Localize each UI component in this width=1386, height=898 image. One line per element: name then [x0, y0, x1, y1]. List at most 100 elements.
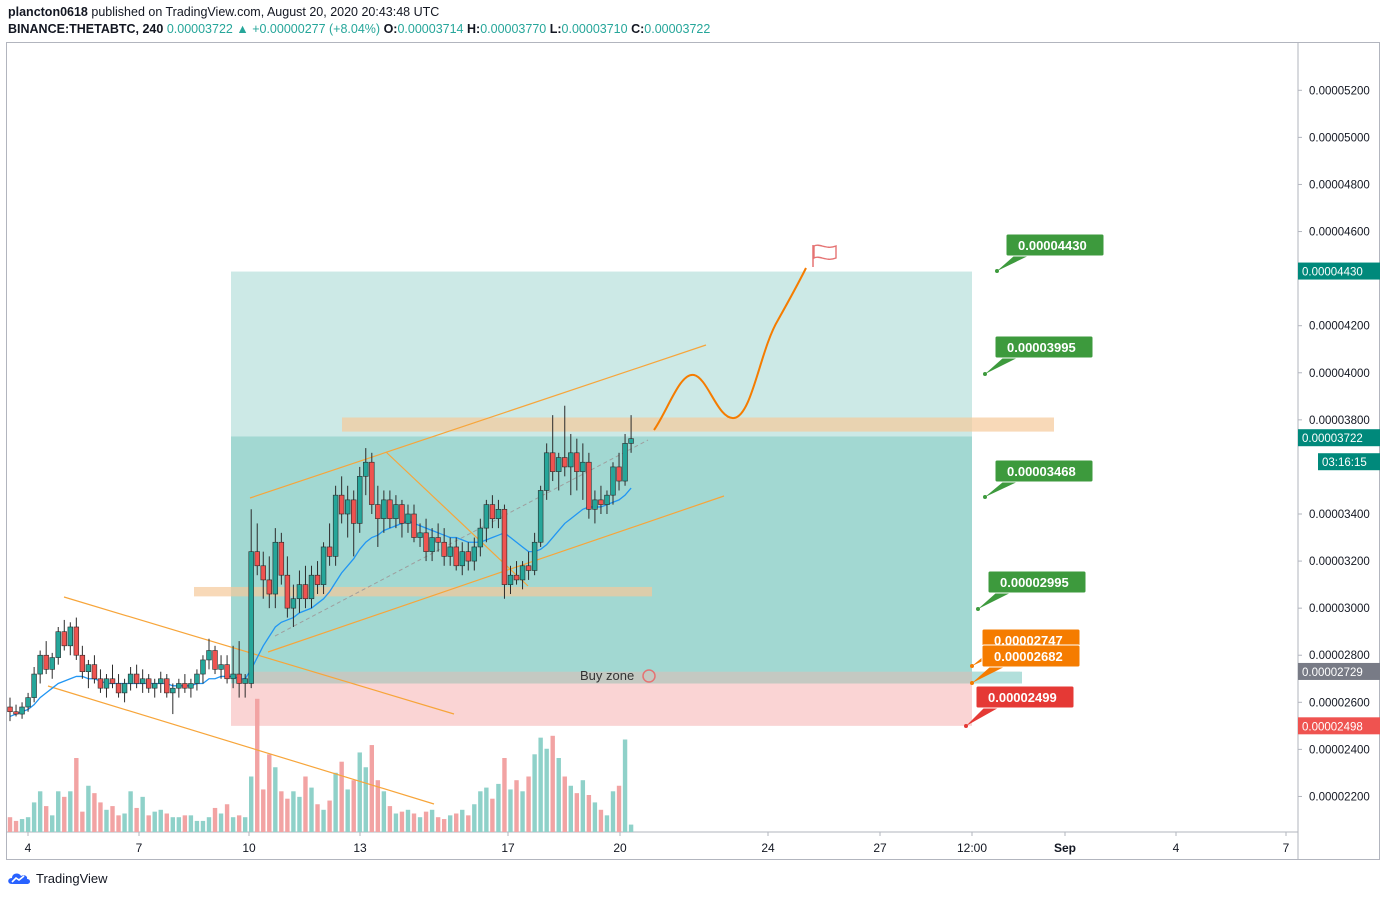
candle: [7, 697, 13, 722]
candle: [387, 490, 393, 529]
volume-bar: [128, 791, 133, 832]
volume-bar: [526, 776, 531, 832]
candle-body: [314, 574, 321, 585]
close-value: 0.00003722: [644, 22, 711, 36]
candle: [200, 655, 206, 684]
candle-body: [31, 673, 37, 698]
target-pointer: [985, 358, 1017, 374]
volume-bar: [363, 767, 368, 832]
candle: [610, 462, 616, 505]
volume-bar: [122, 813, 127, 832]
candle-body: [453, 546, 459, 567]
candle-body: [25, 697, 31, 708]
volume-bar: [74, 758, 79, 832]
volume-bar: [110, 806, 115, 832]
tradingview-cloud-icon[interactable]: [6, 870, 32, 886]
candle: [164, 674, 170, 698]
candle: [568, 433, 574, 496]
candle: [296, 570, 303, 613]
publisher-name[interactable]: plancton0618: [8, 5, 88, 19]
volume-bar: [411, 813, 417, 832]
volume-bar: [152, 811, 157, 832]
candle-body: [121, 683, 128, 694]
candle-body: [290, 598, 297, 609]
time-tick-label: 4: [25, 841, 32, 855]
volume-bar: [423, 811, 429, 832]
target-anchor: [983, 372, 987, 376]
candle: [85, 659, 92, 689]
candle: [194, 669, 200, 691]
candle-body: [236, 673, 242, 684]
candle-body: [67, 626, 74, 647]
candle: [369, 452, 375, 514]
candle: [537, 485, 544, 547]
candle-body: [562, 457, 568, 468]
volume-bar: [592, 802, 598, 832]
volume-bar: [200, 820, 206, 832]
volume-bar: [327, 800, 332, 832]
volume-bar: [460, 809, 465, 832]
target-text: 0.00003995: [1007, 340, 1076, 355]
low-value: 0.00003710: [561, 22, 628, 36]
volume-bar: [502, 758, 507, 832]
candle: [25, 692, 31, 712]
volume-bar: [242, 817, 248, 832]
candle: [284, 556, 291, 618]
chart-frame[interactable]: [6, 42, 1380, 860]
volume-bar: [249, 776, 254, 832]
target-text: 0.00002995: [1000, 575, 1069, 590]
candle: [308, 565, 315, 609]
price-marker: 03:16:15: [1318, 453, 1380, 471]
candle-body: [49, 657, 55, 670]
target-box: [994, 335, 1094, 359]
volume-bar: [224, 804, 230, 832]
time-tick-label: 4: [1173, 841, 1180, 855]
candle: [224, 655, 230, 684]
symbol-name[interactable]: BINANCE:THETABTC, 240: [8, 22, 164, 36]
footer-brand[interactable]: TradingView: [36, 870, 108, 886]
price-marker-text: 0.00004430: [1302, 267, 1363, 279]
trend-line-descending-lower: [47, 685, 435, 805]
volume-bar: [544, 748, 549, 832]
candle: [212, 645, 218, 675]
volume-bar: [267, 754, 272, 832]
candle-body: [200, 659, 206, 675]
candle-body: [435, 537, 441, 543]
candle-body: [501, 508, 508, 585]
candle-body: [242, 678, 248, 684]
candle-body: [381, 499, 387, 520]
candle-body: [574, 452, 580, 472]
candles: [7, 405, 634, 722]
open-value: 0.00003714: [397, 22, 464, 36]
candle: [206, 638, 212, 670]
price-marker: 0.00003722: [1298, 429, 1380, 447]
volume-bar: [435, 817, 441, 832]
volume-bar: [273, 767, 278, 832]
price-marker-bg: [1298, 662, 1380, 680]
candle-body: [37, 654, 43, 675]
volume-bar: [43, 806, 49, 832]
volume-bar: [194, 820, 200, 832]
candle: [176, 678, 182, 698]
volume-bar: [206, 817, 212, 832]
candle: [501, 504, 508, 599]
candle: [158, 671, 164, 693]
volume-bar: [556, 758, 561, 832]
candle-body: [152, 683, 158, 689]
volume-bar: [140, 796, 145, 832]
volume-bar: [333, 772, 338, 832]
candle-body: [127, 673, 134, 684]
candle-body: [85, 664, 92, 673]
high-value: 0.00003770: [480, 22, 547, 36]
target-box: [1005, 233, 1105, 257]
volume-bar: [417, 817, 423, 832]
candle-body: [423, 532, 429, 552]
candle: [254, 523, 260, 576]
price-tick-label: 0.00003800: [1309, 415, 1370, 427]
time-tick-label: 10: [242, 841, 256, 855]
price-tick-label: 0.00002400: [1309, 744, 1370, 756]
candle-body: [145, 678, 152, 689]
candle-body: [399, 504, 405, 524]
candle: [507, 565, 514, 595]
